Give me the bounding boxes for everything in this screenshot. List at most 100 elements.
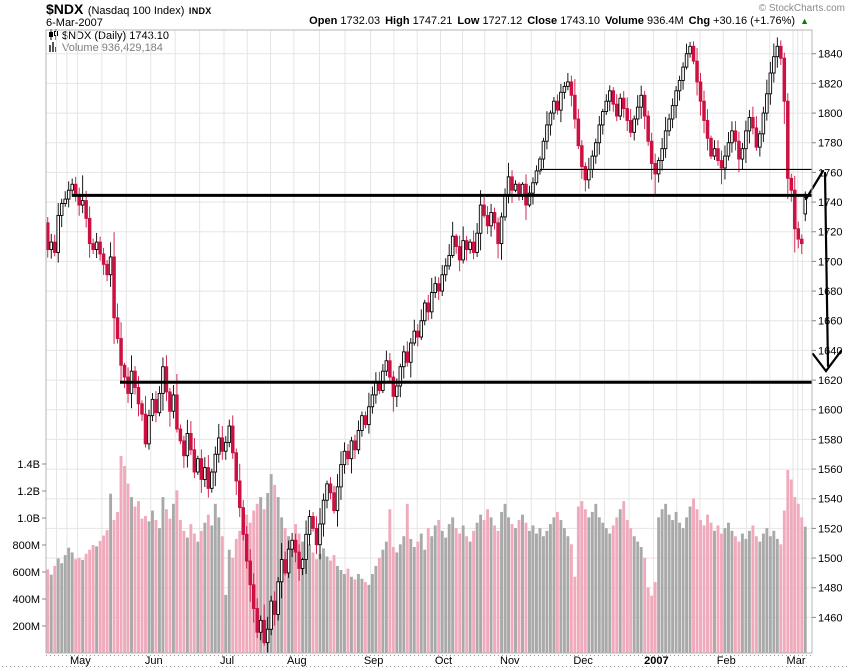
candle [541, 137, 546, 169]
candle [751, 106, 755, 135]
candle [744, 120, 748, 163]
x-axis-month-label: Aug [287, 655, 307, 667]
candle [796, 221, 801, 249]
stockcharts-copyright-link[interactable]: © StockCharts.com [758, 3, 845, 14]
volume-bar [60, 563, 64, 653]
volume-bar [444, 537, 448, 653]
volume-bar [604, 528, 608, 653]
quote-value-close: 1743.10 [560, 15, 600, 27]
candle [234, 448, 238, 495]
candle [429, 277, 434, 319]
volume-bar [49, 574, 53, 653]
candle [499, 212, 504, 260]
candle [677, 75, 682, 101]
candle [559, 83, 563, 123]
volume-bar [245, 514, 249, 653]
volume-bar [671, 520, 675, 653]
candle [503, 188, 507, 221]
candle [733, 121, 738, 151]
candle [670, 98, 675, 129]
volume-bar [287, 536, 291, 653]
volume-bar [758, 541, 762, 653]
volume-bar [562, 528, 566, 653]
volume-bar [290, 544, 294, 653]
volume-bar [587, 517, 591, 653]
candle [793, 175, 797, 253]
candle [251, 573, 256, 623]
candle [220, 425, 225, 460]
candle [199, 449, 204, 493]
candle [206, 455, 211, 498]
volume-bar [164, 509, 168, 653]
candle [402, 345, 406, 379]
axis-tick-label: 1460 [818, 612, 842, 624]
candle [255, 598, 259, 639]
volume-bar [803, 526, 807, 653]
candle [307, 510, 312, 546]
candle [314, 516, 319, 555]
volume-bar [189, 524, 193, 653]
down-arrowhead [811, 349, 843, 373]
volume-bar [747, 530, 751, 653]
volume-bar [273, 484, 277, 653]
volume-bar [569, 544, 573, 653]
axis-tick-label: 1760 [818, 167, 842, 179]
candle [353, 434, 357, 459]
volume-bar [269, 474, 273, 653]
volume-bar [601, 522, 605, 653]
axis-tick-label: 1660 [818, 316, 842, 328]
volume-bar [489, 517, 493, 653]
volume-bar [109, 493, 113, 653]
candle [639, 85, 643, 119]
candle [98, 236, 102, 261]
candle [52, 234, 57, 257]
x-axis-month-label: May [70, 655, 91, 667]
candle [367, 392, 371, 434]
candle [464, 235, 469, 261]
candle [604, 94, 609, 115]
x-axis-month-label: Sep [364, 655, 384, 667]
volume-bar [629, 528, 633, 653]
volume-bar [266, 493, 270, 653]
volume-bar [182, 530, 186, 653]
candle [87, 206, 92, 258]
axis-tick-label: 400M [12, 594, 40, 606]
quote-value-chg: +30.16 (+1.76%) [713, 15, 796, 27]
candle [276, 576, 280, 621]
volume-bar [119, 455, 123, 653]
volume-bar [402, 536, 406, 653]
volume-bar [583, 509, 587, 653]
candle [192, 438, 197, 479]
candle [182, 435, 186, 469]
candle [684, 43, 689, 70]
axis-tick-label: 1800 [818, 108, 842, 120]
price-legend-text: $NDX (Daily) 1743.10 [62, 30, 169, 42]
candle [653, 153, 657, 195]
candle [457, 235, 462, 272]
candle [765, 79, 769, 121]
axis-tick-label: 1500 [818, 553, 842, 565]
volume-bar [426, 528, 430, 653]
volume-bar [91, 545, 95, 653]
volume-bar [709, 522, 713, 653]
volume-bar [84, 553, 88, 653]
volume-bar [678, 522, 682, 653]
candle [709, 135, 713, 160]
candle [712, 140, 717, 160]
candle [726, 132, 731, 161]
candle [241, 500, 245, 541]
volume-bar [74, 559, 78, 653]
volume-bar [339, 569, 343, 653]
candle [178, 424, 183, 445]
axis-tick-label: 1680 [818, 286, 842, 298]
candle [388, 353, 392, 382]
candle [632, 115, 636, 141]
volume-bar [220, 536, 224, 653]
volume-bar [395, 552, 399, 653]
volume-bar [388, 509, 392, 653]
volume-bar [643, 557, 647, 653]
candle [94, 232, 99, 259]
volume-bar [126, 483, 130, 653]
candle [702, 90, 706, 134]
